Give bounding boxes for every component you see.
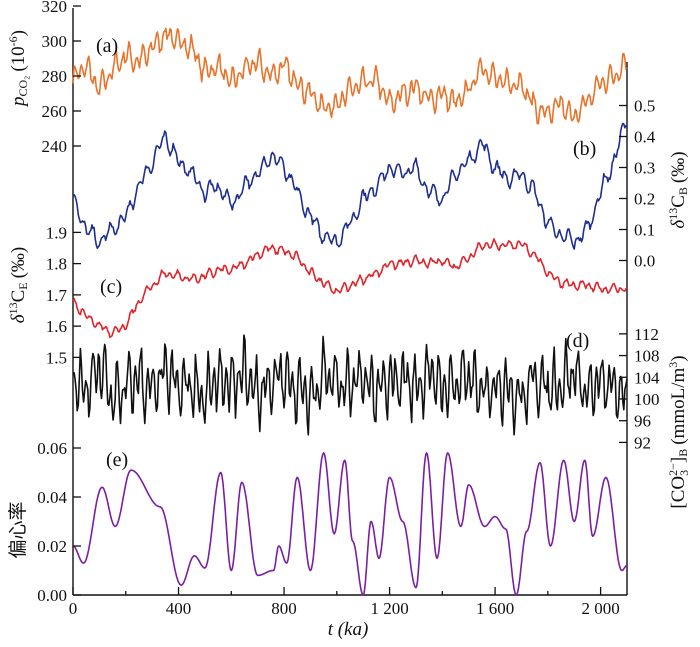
y-tick-label: 320 [42, 0, 68, 16]
x-tick-label: 1 600 [476, 599, 514, 618]
y-tick-label: 108 [634, 347, 660, 366]
ylabel-e: 偏心率 [7, 501, 29, 558]
y-tick-label: 1.9 [46, 223, 67, 242]
y-tick-label: 1.5 [46, 348, 67, 367]
ylabel-a-rest: (10 [8, 46, 29, 71]
y-tick-label: 92 [634, 433, 651, 452]
y-tick-label: 104 [634, 368, 660, 387]
y-tick-label: 1.8 [46, 255, 67, 274]
ylabel-c-unit: (‰) [8, 247, 29, 279]
y-tick-label: 240 [42, 137, 68, 156]
y-tick-label: 0.02 [37, 537, 67, 556]
y-axis-ticks: 240 260 280 300 320 0.0 0.1 0.2 0.3 0.4 0.5 1.5 1.6 1… [37, 0, 660, 605]
ylabel-c-main: C [8, 290, 29, 303]
ylabel-a-close: ) [8, 30, 29, 36]
series-line-b [72, 122, 628, 250]
ylabel-a-sub: CO₂ [16, 76, 30, 97]
x-axis-ticks: 0 400 800 1 200 1 600 2 000 [69, 587, 620, 618]
series-line-c [72, 238, 628, 339]
ylabel-c: δ13CE (‰) [6, 247, 30, 324]
y-tick-label: 96 [634, 412, 651, 431]
ylabel-c-delta: δ [8, 313, 29, 323]
y-tick-label: 0.3 [634, 159, 655, 178]
panel-label-b: (b) [573, 138, 596, 160]
ylabel-d-co-sub: 3 [677, 470, 691, 476]
y-tick-label: 0.1 [634, 221, 655, 240]
ylabel-d-close: ] [668, 457, 689, 463]
ylabel-b-sup: 13 [666, 208, 680, 220]
y-tick-label: 260 [42, 102, 68, 121]
x-tick-label: 1 200 [370, 599, 408, 618]
x-tick-label: 400 [166, 599, 192, 618]
y-tick-label: 1.7 [46, 286, 68, 305]
ylabel-a: pCO₂ (10-6) [6, 30, 30, 108]
ylabel-c-sup: 13 [6, 302, 20, 314]
series-layer [72, 27, 628, 596]
y-tick-label: 0.4 [634, 128, 656, 147]
x-tick-label: 2 000 [581, 599, 619, 618]
y-tick-label: 0.5 [634, 97, 655, 116]
ylabel-a-sup: -6 [6, 36, 20, 46]
x-axis-label: t (ka) [328, 619, 369, 640]
ylabel-b-unit: (‰) [668, 151, 689, 183]
ylabel-d-unit-sup: 3 [666, 362, 680, 368]
y-tick-label: 280 [42, 67, 68, 86]
x-tick-label: 800 [271, 599, 297, 618]
panel-label-d: (d) [566, 330, 589, 352]
ylabel-d-sub: B [676, 449, 690, 457]
ylabel-b-delta: δ [668, 219, 689, 229]
ylabel-b: δ13CB (‰) [666, 151, 690, 228]
ylabel-c-sub: E [16, 282, 30, 289]
ylabel-d-unit-close: ) [668, 355, 689, 361]
series-line-e [72, 452, 628, 596]
ylabel-b-main: C [668, 195, 689, 208]
x-tick-label: 0 [69, 599, 78, 618]
ylabel-d-unit: (mmoL/m [668, 367, 689, 444]
y-tick-label: 300 [42, 32, 68, 51]
series-line-d [72, 334, 628, 436]
ylabel-d-co-sup: 2− [666, 463, 680, 476]
y-tick-label: 100 [634, 390, 660, 409]
ylabel-d: [CO32−]B(mmoL/m3) [666, 355, 691, 508]
panel-label-e: (e) [106, 449, 128, 471]
panel-label-a: (a) [96, 35, 118, 57]
y-tick-label: 0.04 [37, 488, 67, 507]
y-tick-label: 0.00 [37, 586, 67, 605]
ylabel-a-main: p [8, 97, 29, 109]
y-tick-label: 0.06 [37, 439, 67, 458]
y-tick-label: 1.6 [46, 317, 67, 336]
panel-label-c: (c) [100, 276, 122, 298]
ylabel-d-open: [CO [668, 476, 689, 509]
series-line-a [72, 27, 628, 125]
ylabel-b-sub: B [676, 187, 690, 195]
y-tick-label: 112 [634, 325, 659, 344]
y-tick-label: 0.0 [634, 252, 655, 271]
y-tick-label: 0.2 [634, 190, 655, 209]
